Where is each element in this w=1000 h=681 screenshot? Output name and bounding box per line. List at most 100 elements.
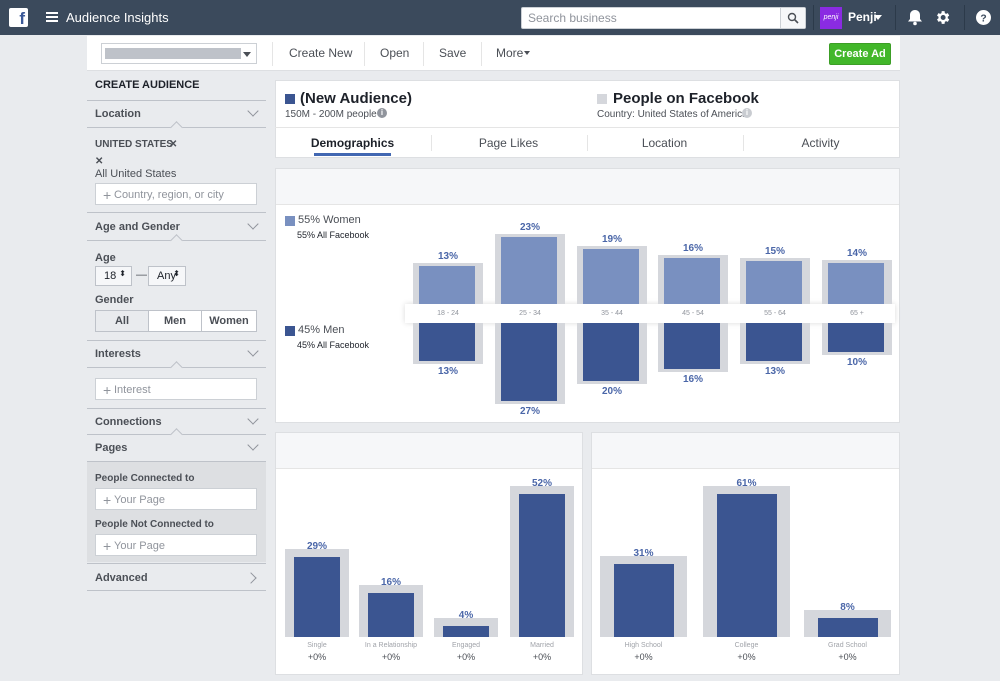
user-name[interactable]: Penji: [848, 10, 877, 24]
education-category-label: High School: [624, 642, 663, 649]
divider: [964, 5, 965, 30]
updown-icon: ⬍: [173, 269, 180, 278]
women-value-label: 14%: [846, 248, 867, 260]
age-range-label: 65 +: [850, 310, 864, 317]
divider: [743, 135, 744, 151]
plus-icon: +: [103, 187, 112, 203]
age-to-select[interactable]: Any ⬍: [148, 266, 186, 286]
relationship-change-label: +0%: [456, 652, 476, 662]
interests-section-title[interactable]: Interests: [95, 348, 141, 360]
education-change-label: +0%: [737, 652, 756, 662]
chevron-down-icon: [243, 52, 251, 57]
men-value-label: 20%: [601, 386, 622, 397]
education-bar: [613, 564, 674, 637]
chevron-down-icon[interactable]: [247, 413, 259, 425]
age-range-label: 55 - 64: [764, 310, 786, 317]
men-bar: [501, 323, 557, 402]
search-button[interactable]: [780, 8, 805, 28]
divider: [275, 127, 900, 128]
remove-location-icon[interactable]: ✕: [95, 156, 104, 167]
tab-location[interactable]: Location: [641, 136, 688, 150]
men-bar: [828, 323, 884, 352]
relationship-bar: [368, 593, 414, 637]
women-bar: [746, 260, 802, 304]
relationship-category-label: In a Relationship: [364, 642, 418, 649]
chevron-down-icon[interactable]: [247, 105, 259, 117]
tab-activity[interactable]: Activity: [801, 136, 840, 150]
age-range-label: 25 - 34: [519, 310, 541, 317]
account-caret-icon[interactable]: [874, 15, 882, 20]
women-value-label: 19%: [601, 233, 622, 245]
women-bar: [828, 263, 884, 304]
men-bar: [664, 323, 720, 370]
men-value-label: 13%: [764, 365, 785, 377]
age-to-value: Any: [157, 270, 176, 282]
gender-men-button[interactable]: Men: [148, 310, 202, 332]
chevron-right-icon[interactable]: [245, 572, 257, 584]
interest-input[interactable]: + Interest: [95, 378, 257, 400]
connections-section-title[interactable]: Connections: [95, 416, 162, 428]
women-bar: [419, 266, 475, 304]
relationship-value-label: 16%: [380, 577, 401, 588]
location-section-title[interactable]: Location: [95, 108, 141, 120]
divider: [87, 563, 266, 564]
education-value-label: 61%: [736, 477, 757, 489]
women-all-facebook: 55% All Facebook: [297, 230, 370, 240]
sidebar-header: CREATE AUDIENCE: [95, 79, 200, 91]
more-button[interactable]: More: [496, 46, 524, 60]
age-from-value: 18: [104, 270, 117, 282]
not-connected-page-input[interactable]: + Your Page: [95, 534, 257, 556]
men-legend: 45% Men: [298, 324, 345, 336]
save-button[interactable]: Save: [439, 46, 467, 60]
help-icon[interactable]: ?: [976, 10, 991, 25]
people-on-facebook-title: People on Facebook: [613, 90, 759, 107]
create-ad-button[interactable]: Create Ad: [829, 43, 891, 65]
tab-demographics[interactable]: Demographics: [310, 136, 395, 150]
divider: [272, 42, 273, 66]
age-range-label: 18 - 24: [437, 310, 459, 317]
settings-gear-icon[interactable]: [934, 9, 951, 26]
info-icon[interactable]: i: [377, 108, 387, 118]
create-new-button[interactable]: Create New: [289, 46, 353, 60]
men-value-label: 16%: [682, 374, 703, 386]
divider: [481, 42, 482, 66]
gender-all-button[interactable]: All: [95, 310, 149, 332]
women-value-label: 13%: [437, 251, 458, 263]
open-button[interactable]: Open: [380, 46, 410, 60]
divider: [87, 340, 266, 341]
notifications-bell-icon[interactable]: [907, 9, 923, 26]
card-header: [276, 433, 582, 469]
connected-page-placeholder: Your Page: [114, 494, 165, 506]
gender-women-button[interactable]: Women: [201, 310, 257, 332]
search-box: [521, 7, 806, 29]
avatar[interactable]: penji: [820, 7, 842, 29]
search-input[interactable]: [522, 8, 777, 28]
age-gender-section-title[interactable]: Age and Gender: [95, 221, 180, 233]
ad-account-select[interactable]: [101, 43, 257, 64]
gender-label: Gender: [95, 294, 134, 306]
location-country: UNITED STATES: [95, 139, 173, 150]
relationship-category-label: Married: [530, 642, 554, 649]
divider: [364, 42, 365, 66]
tab-page-likes[interactable]: Page Likes: [478, 136, 539, 150]
education-change-label: +0%: [634, 652, 653, 662]
relationship-bar: [519, 494, 565, 637]
chevron-down-icon[interactable]: [247, 218, 259, 230]
age-from-select[interactable]: 18 ⬍: [95, 266, 132, 286]
divider: [87, 100, 266, 101]
location-input[interactable]: + Country, region, or city: [95, 183, 257, 205]
women-bar: [664, 257, 720, 304]
active-tab-indicator: [314, 153, 391, 156]
remove-location-icon[interactable]: ✕: [169, 139, 178, 150]
advanced-section-title[interactable]: Advanced: [95, 572, 148, 584]
facebook-logo[interactable]: f: [9, 8, 28, 27]
divider: [813, 5, 814, 30]
pages-section-title[interactable]: Pages: [95, 442, 128, 454]
women-legend-swatch: [285, 216, 295, 226]
menu-icon[interactable]: [46, 12, 58, 22]
chevron-down-icon[interactable]: [247, 439, 259, 451]
divider: [87, 212, 266, 213]
chevron-down-icon[interactable]: [247, 345, 259, 357]
connected-page-input[interactable]: + Your Page: [95, 488, 257, 510]
info-icon[interactable]: i: [742, 108, 752, 118]
